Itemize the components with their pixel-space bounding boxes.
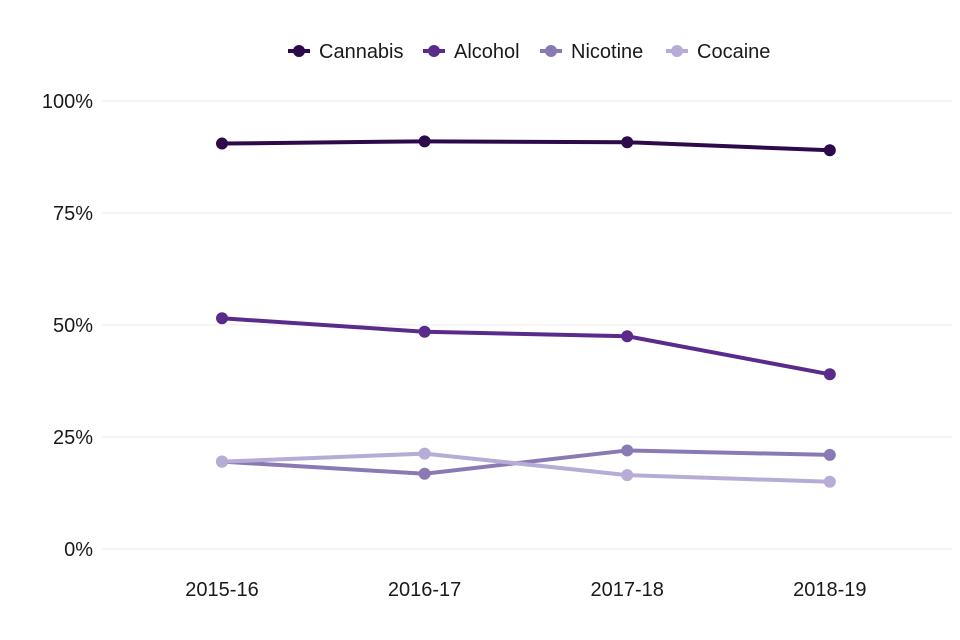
legend-key-point	[428, 45, 440, 57]
x-tick-label: 2015-16	[185, 579, 258, 601]
gridlines	[102, 100, 952, 550]
data-point-cannabis	[418, 135, 431, 148]
data-point-nicotine	[418, 467, 431, 480]
x-tick-label: 2017-18	[590, 579, 663, 601]
y-axis: 0% 25% 50% 75% 100%	[42, 91, 93, 561]
series-nicotine	[216, 444, 836, 480]
series-cocaine	[216, 447, 836, 488]
x-axis: 2015-16 2016-17 2017-18 2018-19	[185, 579, 866, 601]
legend-label: Alcohol	[454, 41, 520, 63]
data-point-cocaine	[823, 475, 836, 488]
y-tick-label: 50%	[53, 315, 93, 337]
legend-item-cannabis[interactable]: Cannabis	[288, 41, 404, 63]
legend[interactable]: Cannabis Alcohol Nicotine Cocaine	[288, 41, 770, 63]
legend-item-alcohol[interactable]: Alcohol	[423, 41, 520, 63]
legend-item-cocaine[interactable]: Cocaine	[666, 41, 770, 63]
data-point-nicotine	[621, 444, 634, 457]
series-cannabis	[216, 135, 836, 157]
data-point-cannabis	[216, 137, 228, 150]
data-point-cannabis	[621, 136, 634, 149]
data-point-cocaine	[418, 447, 431, 460]
y-tick-label: 75%	[53, 203, 93, 225]
series-alcohol	[216, 312, 836, 381]
data-point-nicotine	[823, 448, 836, 461]
y-tick-label: 100%	[42, 91, 93, 113]
data-point-alcohol	[621, 330, 634, 343]
legend-key-point	[545, 45, 557, 57]
x-tick-label: 2018-19	[793, 579, 866, 601]
data-point-cocaine	[216, 455, 228, 468]
legend-item-nicotine[interactable]: Nicotine	[540, 41, 643, 63]
data-point-alcohol	[823, 368, 836, 381]
series-line-cocaine	[220, 451, 832, 484]
legend-key-point	[293, 45, 305, 57]
data-point-alcohol	[216, 312, 228, 325]
y-tick-label: 0%	[64, 539, 93, 561]
y-tick-label: 25%	[53, 427, 93, 449]
legend-label: Cocaine	[697, 41, 770, 63]
legend-key-point	[671, 45, 683, 57]
legend-label: Nicotine	[571, 41, 643, 63]
series-line-cannabis	[220, 139, 832, 153]
series-layer	[216, 135, 836, 488]
data-point-cocaine	[621, 469, 634, 482]
legend-label: Cannabis	[319, 41, 404, 63]
data-point-cannabis	[823, 144, 836, 157]
x-tick-label: 2016-17	[388, 579, 461, 601]
series-line-alcohol	[220, 316, 832, 377]
data-point-alcohol	[418, 325, 431, 338]
series-line-nicotine	[220, 448, 832, 476]
